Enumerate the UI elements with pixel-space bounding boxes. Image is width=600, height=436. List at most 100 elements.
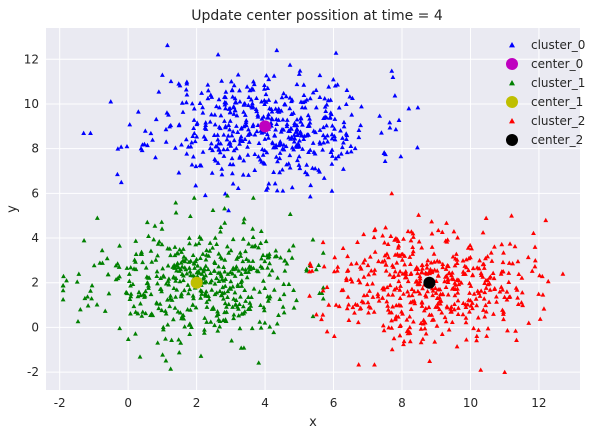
data-point xyxy=(60,283,66,288)
data-point xyxy=(437,306,442,312)
data-point xyxy=(140,259,145,265)
data-point xyxy=(474,265,480,270)
data-point xyxy=(280,304,286,309)
data-point xyxy=(439,331,445,336)
data-point xyxy=(343,275,349,281)
data-point xyxy=(270,140,276,146)
data-point xyxy=(256,140,262,145)
data-point xyxy=(237,301,242,307)
data-point xyxy=(242,136,248,141)
data-point xyxy=(218,229,223,234)
data-point xyxy=(265,85,271,90)
data-point xyxy=(390,74,396,80)
data-point xyxy=(131,303,137,309)
data-point xyxy=(322,135,328,140)
data-point xyxy=(230,161,236,167)
data-point xyxy=(357,280,363,285)
data-point xyxy=(248,97,254,102)
data-point xyxy=(237,155,243,160)
data-point xyxy=(170,316,176,322)
data-point xyxy=(221,296,226,301)
data-point xyxy=(217,149,223,155)
data-point xyxy=(215,311,221,316)
data-point xyxy=(248,266,253,272)
data-point xyxy=(332,83,338,88)
data-point xyxy=(267,105,272,111)
data-point xyxy=(325,133,330,138)
data-point xyxy=(287,152,293,158)
data-point xyxy=(168,122,174,128)
data-point xyxy=(455,311,461,317)
data-point xyxy=(500,311,506,316)
data-point xyxy=(425,288,430,294)
data-point xyxy=(405,289,410,294)
data-point xyxy=(444,239,450,244)
data-point xyxy=(200,251,206,256)
data-point xyxy=(305,123,311,128)
data-point xyxy=(241,310,247,316)
data-point xyxy=(181,277,186,283)
data-point xyxy=(240,138,245,143)
data-point xyxy=(483,285,489,290)
data-point xyxy=(186,322,192,327)
data-point xyxy=(179,249,184,254)
data-point xyxy=(258,302,263,308)
data-point xyxy=(321,115,326,121)
data-point xyxy=(320,239,326,245)
data-point xyxy=(526,320,532,325)
data-point xyxy=(298,115,304,120)
data-point xyxy=(454,260,460,266)
data-point xyxy=(348,261,354,266)
data-point xyxy=(372,226,378,232)
y-axis-label: y xyxy=(5,205,20,213)
data-point xyxy=(277,296,283,302)
data-point xyxy=(361,231,367,237)
data-point xyxy=(242,287,248,293)
data-point xyxy=(349,112,355,117)
data-point xyxy=(249,325,255,331)
data-point xyxy=(349,279,355,284)
data-point xyxy=(204,319,210,324)
data-point xyxy=(380,233,386,238)
legend-marker xyxy=(509,42,515,48)
data-point xyxy=(394,260,400,265)
data-point xyxy=(403,271,409,276)
data-point xyxy=(176,337,182,342)
data-point xyxy=(467,290,472,295)
data-point xyxy=(356,127,362,133)
data-point xyxy=(491,275,497,281)
data-point xyxy=(240,266,245,271)
data-point xyxy=(222,191,228,196)
data-point xyxy=(336,105,342,110)
data-point xyxy=(212,281,218,286)
data-point xyxy=(108,99,114,104)
data-point xyxy=(203,293,209,298)
data-point xyxy=(501,250,506,255)
data-point xyxy=(308,263,314,269)
data-point xyxy=(429,219,435,224)
data-point xyxy=(481,261,487,266)
data-point xyxy=(228,143,234,148)
data-point xyxy=(376,258,381,264)
data-point xyxy=(205,82,211,87)
data-point xyxy=(91,262,97,268)
data-point xyxy=(238,126,244,131)
data-point xyxy=(453,282,458,287)
data-point xyxy=(320,296,326,301)
data-point xyxy=(226,250,232,255)
data-point xyxy=(313,266,319,272)
data-point xyxy=(532,258,538,263)
data-point xyxy=(338,128,343,133)
data-point xyxy=(179,294,184,299)
data-point xyxy=(364,281,370,287)
data-point xyxy=(401,338,407,344)
data-point xyxy=(432,339,438,344)
data-point xyxy=(383,225,388,230)
data-point xyxy=(480,307,486,312)
data-point xyxy=(440,264,446,270)
data-point xyxy=(238,253,244,258)
data-point xyxy=(341,140,346,145)
data-point xyxy=(297,165,303,171)
data-point xyxy=(281,310,287,315)
data-point xyxy=(245,102,251,108)
